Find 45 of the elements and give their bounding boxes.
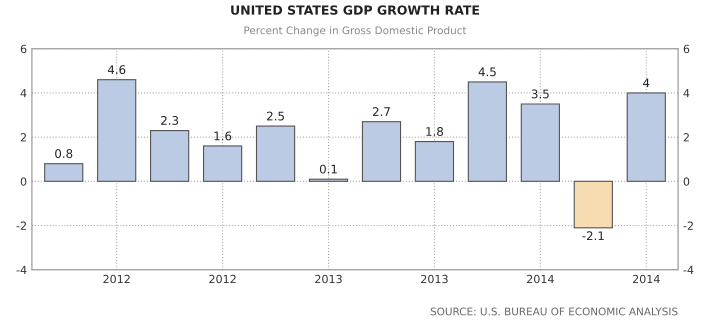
bar	[256, 126, 296, 182]
data-label: 0.8	[55, 149, 72, 158]
data-label: 2.5	[267, 112, 284, 120]
y-tick-label: -4	[16, 266, 26, 274]
source-note: SOURCE: U.S. BUREAU OF ECONOMIC ANALYSIS	[430, 308, 678, 316]
bar	[362, 121, 402, 182]
y2-tick-label: 2	[684, 133, 689, 142]
data-label: 3.5	[532, 89, 549, 98]
data-label: 1.6	[214, 131, 232, 140]
bar	[520, 103, 560, 182]
bar	[414, 141, 454, 182]
y-tick-label: -2	[16, 222, 26, 230]
data-label: 0.1	[320, 164, 337, 174]
bar	[150, 130, 190, 182]
y-tick-label: 6	[20, 44, 26, 54]
y-tick-label: 0	[20, 177, 26, 186]
y2-tick-label: -2	[683, 222, 693, 230]
data-label: 4	[643, 78, 650, 88]
bar	[97, 79, 136, 182]
bar	[202, 145, 242, 182]
x-tick-label: 2014	[632, 274, 660, 284]
y-tick-label: 4	[20, 89, 26, 98]
bar	[468, 81, 508, 182]
x-tick-label: 2012	[209, 274, 236, 284]
data-label: 1.8	[426, 127, 444, 136]
bar	[44, 163, 84, 182]
data-label: 4.6	[108, 65, 126, 74]
y-tick-label: 2	[20, 133, 26, 142]
chart-title: UNITED STATES GDP GROWTH RATE	[231, 5, 480, 15]
y2-tick-label: -4	[683, 266, 694, 274]
data-label: 2.7	[372, 107, 390, 116]
x-tick-label: 2012	[103, 274, 130, 284]
bar	[308, 178, 348, 182]
y2-tick-label: 0	[684, 177, 690, 186]
bar	[574, 180, 613, 228]
data-label: 4.5	[478, 68, 496, 76]
data-label: 2.3	[161, 116, 178, 125]
data-label: -2.1	[582, 231, 604, 240]
y2-tick-label: 6	[684, 44, 690, 54]
x-tick-label: 2013	[315, 274, 342, 284]
bar	[626, 92, 666, 182]
y2-tick-label: 4	[683, 89, 690, 98]
x-tick-label: 2013	[421, 274, 448, 284]
x-tick-label: 2014	[527, 274, 554, 284]
chart-subtitle: Percent Change in Gross Domestic Product	[244, 26, 466, 36]
